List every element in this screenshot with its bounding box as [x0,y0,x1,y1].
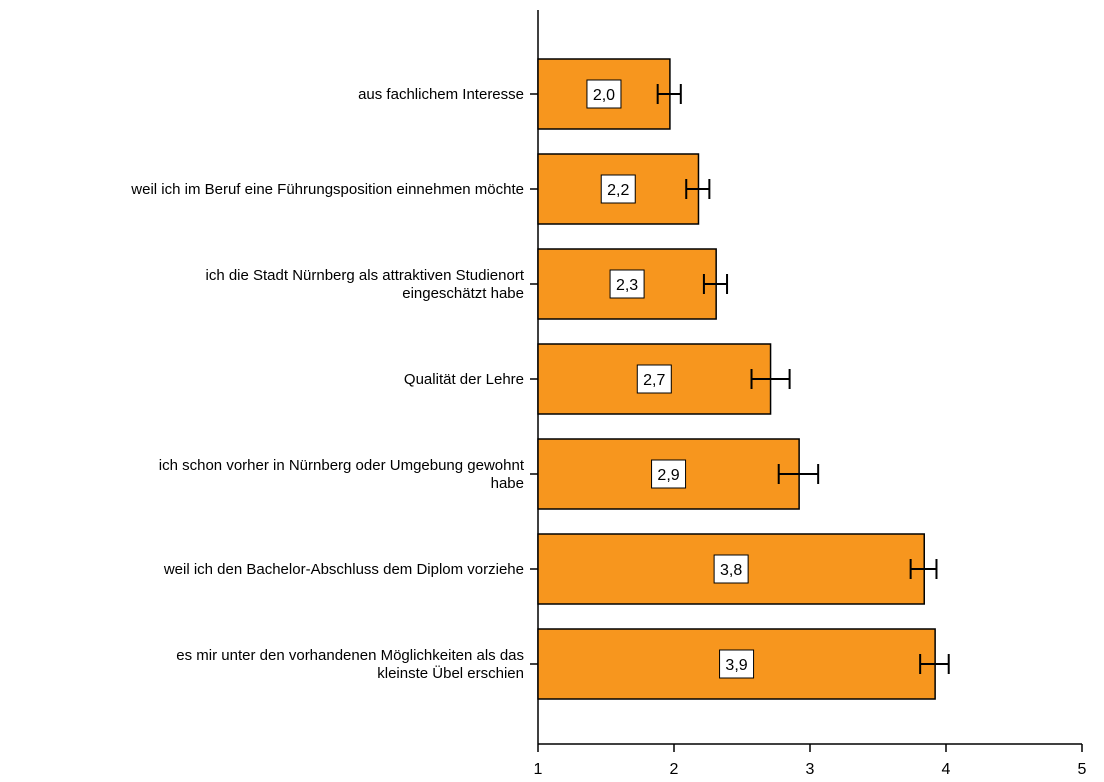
x-tick-label: 3 [806,761,815,778]
data-label: 2,3 [616,277,638,294]
category-label: eingeschätzt habe [402,285,524,302]
data-label-box [600,174,636,204]
data-label: 3,9 [725,657,747,674]
data-label: 3,8 [720,562,742,579]
data-label-box [636,364,672,394]
x-tick-label: 2 [670,761,679,778]
bar [537,153,700,225]
data-label: 2,2 [607,182,629,199]
x-tick-label: 1 [534,761,543,778]
x-tick-label: 5 [1078,761,1087,778]
data-label: 2,9 [657,467,679,484]
category-label: Qualität der Lehre [404,371,524,388]
category-label: ich schon vorher in Nürnberg oder Umgebu… [159,457,525,474]
category-label: kleinste Übel erschien [377,664,524,682]
category-label: ich die Stadt Nürnberg als attraktiven S… [205,267,524,284]
category-label: aus fachlichem Interesse [358,86,524,103]
data-label-box [586,79,622,109]
data-label-box [651,459,687,489]
category-label: weil ich im Beruf eine Führungsposition … [130,181,524,198]
plot-area: 1 2 3 4 5 aus fachlichem Interesse 2,0 weil ich… [130,10,1087,778]
category-label: weil ich den Bachelor-Abschluss dem Dipl… [163,561,524,578]
data-label: 2,7 [643,372,665,389]
category-label: es mir unter den vorhandenen Möglichkeit… [176,647,524,664]
x-tick-label: 4 [942,761,951,778]
data-label-box [719,649,755,679]
data-label-box [609,269,645,299]
data-label-box [713,554,749,584]
data-label: 2,0 [593,87,615,104]
category-label: habe [491,475,524,492]
